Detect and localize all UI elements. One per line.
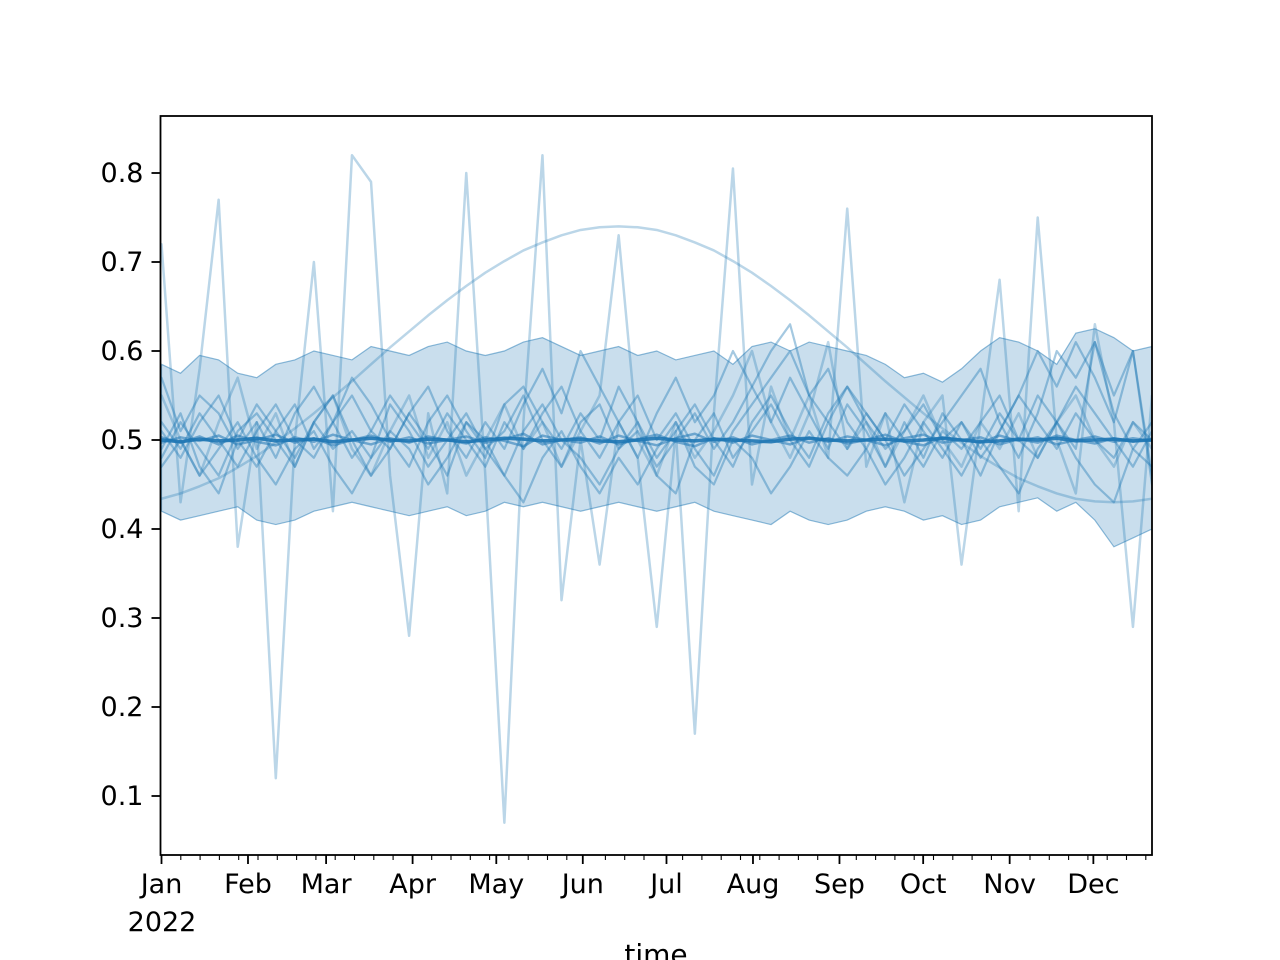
x-tick-label: Sep <box>814 869 865 900</box>
y-tick-label: 0.1 <box>101 781 144 812</box>
x-tick-label: Aug <box>727 869 780 900</box>
y-tick-label: 0.7 <box>101 247 144 278</box>
series-ensemble-3 <box>161 376 1152 468</box>
x-tick-label: Jan <box>139 869 183 900</box>
y-tick-label: 0.4 <box>101 514 144 545</box>
x-tick-label: Jun <box>560 869 604 900</box>
series-ensemble-1 <box>161 323 1152 477</box>
plot-series-layer <box>161 153 1152 824</box>
series-seasonal-smooth <box>161 225 1152 504</box>
series-volatile-1 <box>161 153 1152 824</box>
y-tick-label: 0.5 <box>101 425 144 456</box>
x-tick-label: Jul <box>648 869 683 900</box>
series-volatile-2 <box>161 234 1152 477</box>
x-tick-label: Dec <box>1067 869 1119 900</box>
x-tick-label: Feb <box>224 869 272 900</box>
axes-layer: Jan Feb Mar Apr May Jun Jul Aug Sep Oct Nov Dec 0.1 0… <box>101 115 1153 900</box>
series-mean <box>161 436 1152 444</box>
series-ensemble-6 <box>161 341 1152 495</box>
y-tick-label: 0.3 <box>101 603 144 634</box>
y-tick-label: 0.6 <box>101 336 144 367</box>
year-offset-label: 2022 <box>128 907 197 938</box>
y-tick-label: 0.2 <box>101 692 144 723</box>
x-tick-label: May <box>468 869 524 900</box>
x-axis-label: time <box>624 938 687 960</box>
x-tick-label: Apr <box>389 869 437 900</box>
axes-spines <box>159 115 1153 856</box>
series-ensemble-5 <box>161 341 1152 477</box>
x-tick-label: Nov <box>983 869 1036 900</box>
y-tick-label: 0.8 <box>101 158 144 189</box>
series-ensemble-4 <box>161 421 1152 504</box>
x-tick-label: Mar <box>301 869 353 900</box>
series-tight-2 <box>161 433 1152 448</box>
x-tick-label: Oct <box>900 869 947 900</box>
